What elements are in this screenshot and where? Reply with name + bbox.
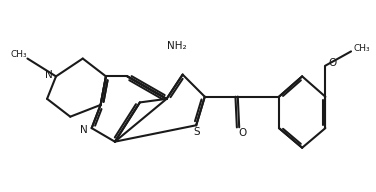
Text: S: S bbox=[194, 127, 200, 137]
Text: CH₃: CH₃ bbox=[10, 50, 27, 60]
Text: CH₃: CH₃ bbox=[353, 44, 370, 53]
Text: NH₂: NH₂ bbox=[167, 41, 187, 51]
Text: O: O bbox=[328, 58, 337, 68]
Text: N: N bbox=[45, 70, 53, 80]
Text: N: N bbox=[80, 125, 88, 135]
Text: O: O bbox=[238, 128, 246, 138]
